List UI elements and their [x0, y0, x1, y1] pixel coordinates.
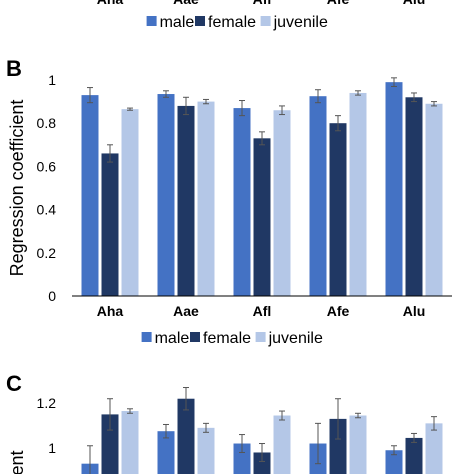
panel-b-category-label: Alu [403, 303, 426, 319]
panel-b-bar-juvenile [273, 110, 291, 297]
top-category-label: Aha [97, 0, 124, 7]
panel-b-category-label: Aha [97, 303, 124, 319]
panel-b-bar-female [253, 138, 271, 296]
legend-swatch-juvenile [260, 16, 271, 26]
panel-b-legend: male female juvenile [141, 330, 323, 347]
panel-c-y-tick-label: 1 [48, 440, 56, 456]
panel-b-bar-female [329, 123, 347, 296]
panel-b-category-label: Afl [253, 303, 272, 319]
top-panel: Aha Aae Afl Afe Alu male female juvenile [97, 0, 426, 31]
panel-b-label: B [6, 56, 22, 81]
legend-label-juvenile: juvenile [273, 14, 328, 31]
panel-c-bar-juvenile [349, 415, 367, 474]
panel-c-bar-juvenile [121, 411, 139, 474]
panel-c-bar-juvenile [425, 423, 443, 474]
panel-c-bar-female [329, 418, 347, 474]
top-legend: male female juvenile [146, 14, 328, 31]
panel-b-bar-male [309, 96, 327, 296]
panel-b-bar-female [101, 153, 119, 296]
panel-c-bar-female [101, 414, 119, 474]
panel-b-bar-female [177, 105, 195, 296]
panel-c-bar-female [177, 398, 195, 474]
panel-b-bar-juvenile [197, 101, 215, 296]
panel-b-bar-female [405, 97, 423, 296]
panel-c-bar-male [385, 450, 403, 474]
panel-b-bar-male [385, 82, 403, 296]
panel-b: B Regression coefficient 00.20.40.60.81 … [6, 56, 452, 347]
panel-b-category-label: Afe [327, 303, 350, 319]
panel-c-y-tick-label: 1.2 [37, 395, 57, 411]
legend-label-male: male [160, 14, 195, 31]
legend-label-juvenile: juvenile [268, 330, 323, 347]
legend-swatch-male [141, 332, 152, 342]
top-category-label: Alu [403, 0, 426, 7]
top-category-label: Aae [173, 0, 199, 7]
panel-c-y-axis-label: ent [7, 450, 27, 474]
panel-b-bar-male [157, 94, 175, 296]
panel-b-bar-juvenile [425, 103, 443, 296]
panel-c-bar-female [253, 452, 271, 474]
panel-b-bar-juvenile [121, 109, 139, 296]
top-category-label: Afe [327, 0, 350, 7]
legend-swatch-male [146, 16, 157, 26]
panel-b-y-tick-label: 1 [48, 72, 56, 88]
panel-c: C ent 1 1.2 [6, 371, 443, 474]
legend-swatch-female [195, 16, 205, 26]
legend-label-female: female [208, 14, 256, 31]
legend-swatch-juvenile [255, 332, 266, 342]
panel-c-bar-juvenile [197, 427, 215, 474]
panel-b-y-tick-label: 0.4 [37, 202, 57, 218]
panel-b-bar-juvenile [349, 92, 367, 297]
panel-c-bar-juvenile [273, 415, 291, 474]
panel-b-bar-male [81, 95, 99, 297]
panel-c-bar-male [233, 443, 251, 474]
top-category-label: Afl [253, 0, 272, 7]
panel-c-bar-female [405, 437, 423, 474]
panel-b-y-tick-label: 0 [48, 288, 56, 304]
panel-b-y-tick-label: 0.6 [37, 158, 57, 174]
panel-c-label: C [6, 371, 22, 396]
panel-b-category-label: Aae [173, 303, 199, 319]
panel-c-bar-male [157, 431, 175, 474]
legend-swatch-female [190, 332, 200, 342]
panel-b-y-axis-label: Regression coefficient [7, 100, 27, 277]
panel-b-bar-male [233, 108, 251, 296]
panel-b-y-tick-label: 0.8 [37, 115, 57, 131]
panel-b-y-tick-label: 0.2 [37, 245, 57, 261]
legend-label-female: female [203, 330, 251, 347]
legend-label-male: male [155, 330, 190, 347]
